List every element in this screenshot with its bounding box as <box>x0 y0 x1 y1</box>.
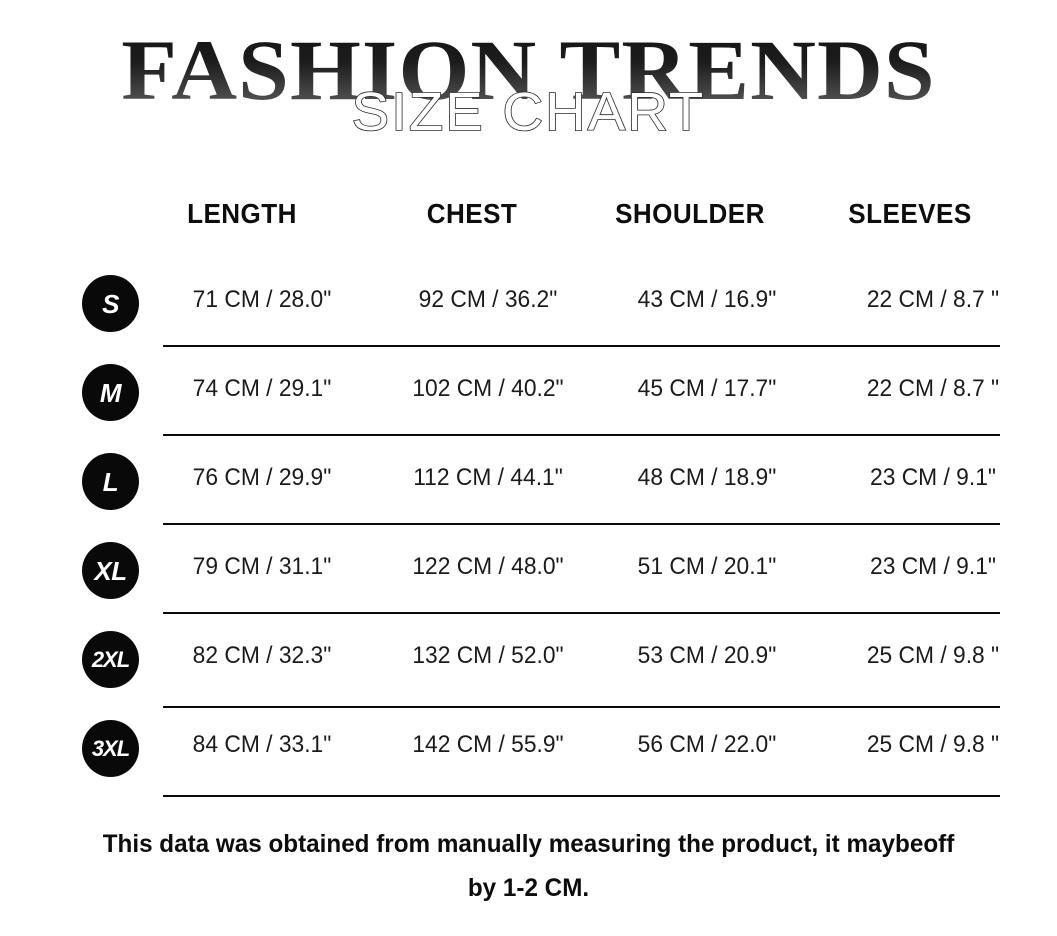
footer-note: This data was obtained from manually mea… <box>66 822 990 910</box>
page-title: FASHION TRENDS <box>0 22 1057 118</box>
size-badge: L <box>82 453 139 510</box>
column-header-length: LENGTH <box>187 198 297 229</box>
size-badge: 2XL <box>82 631 139 688</box>
cell-shoulder: 53 CM / 20.9" <box>637 642 777 669</box>
table-row: M 74 CM / 29.1" 102 CM / 40.2" 45 CM / 1… <box>0 352 1057 441</box>
cell-length: 76 CM / 29.9" <box>192 464 332 491</box>
row-divider <box>163 612 1000 614</box>
cell-sleeves: 25 CM / 9.8 " <box>866 731 1000 758</box>
cell-chest: 132 CM / 52.0" <box>412 642 564 669</box>
size-badge: 3XL <box>82 720 139 777</box>
footer-note-line-2: by 1-2 CM. <box>467 874 590 902</box>
row-divider <box>163 706 1000 708</box>
row-divider <box>163 434 1000 436</box>
column-header-shoulder: SHOULDER <box>615 198 765 229</box>
table-row: S 71 CM / 28.0" 92 CM / 36.2" 43 CM / 16… <box>0 263 1057 352</box>
table-row: XL 79 CM / 31.1" 122 CM / 48.0" 51 CM / … <box>0 530 1057 619</box>
cell-sleeves: 23 CM / 9.1" <box>870 464 996 491</box>
row-divider <box>163 795 1000 797</box>
size-badge: XL <box>82 542 139 599</box>
cell-shoulder: 43 CM / 16.9" <box>637 286 777 313</box>
cell-chest: 92 CM / 36.2" <box>418 286 558 313</box>
cell-sleeves: 22 CM / 8.7 " <box>866 286 1000 313</box>
cell-chest: 122 CM / 48.0" <box>412 553 564 580</box>
cell-length: 74 CM / 29.1" <box>192 375 332 402</box>
cell-length: 82 CM / 32.3" <box>192 642 332 669</box>
title-block: FASHION TRENDS SIZE CHART <box>0 0 1057 165</box>
footer-note-line-1: This data was obtained from manually mea… <box>102 830 955 858</box>
cell-shoulder: 56 CM / 22.0" <box>637 731 777 758</box>
table-row: L 76 CM / 29.9" 112 CM / 44.1" 48 CM / 1… <box>0 441 1057 530</box>
cell-sleeves: 25 CM / 9.8 " <box>866 642 1000 669</box>
row-divider <box>163 345 1000 347</box>
page-subtitle: SIZE CHART <box>351 81 706 143</box>
column-header-chest: CHEST <box>426 198 518 229</box>
cell-length: 71 CM / 28.0" <box>192 286 332 313</box>
column-header-sleeves: SLEEVES <box>848 198 972 229</box>
cell-shoulder: 48 CM / 18.9" <box>637 464 777 491</box>
cell-sleeves: 22 CM / 8.7 " <box>866 375 1000 402</box>
cell-shoulder: 45 CM / 17.7" <box>637 375 777 402</box>
table-row: 3XL 84 CM / 33.1" 142 CM / 55.9" 56 CM /… <box>0 708 1057 797</box>
cell-chest: 142 CM / 55.9" <box>412 731 564 758</box>
cell-chest: 102 CM / 40.2" <box>412 375 564 402</box>
cell-sleeves: 23 CM / 9.1" <box>870 553 996 580</box>
cell-length: 79 CM / 31.1" <box>192 553 332 580</box>
cell-length: 84 CM / 33.1" <box>192 731 332 758</box>
size-badge: M <box>82 364 139 421</box>
cell-chest: 112 CM / 44.1" <box>413 464 563 491</box>
size-badge: S <box>82 275 139 332</box>
cell-shoulder: 51 CM / 20.1" <box>637 553 777 580</box>
row-divider <box>163 523 1000 525</box>
table-row: 2XL 82 CM / 32.3" 132 CM / 52.0" 53 CM /… <box>0 619 1057 708</box>
